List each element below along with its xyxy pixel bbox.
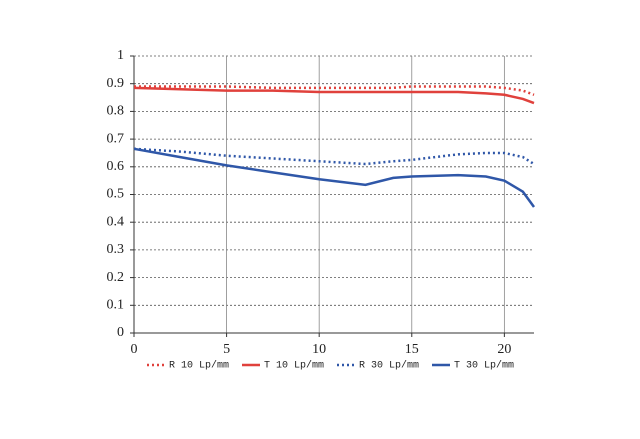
y-tick-label: 0.6 [107,159,125,174]
series-line [133,147,536,208]
legend-label: T 10 Lp/mm [264,360,324,372]
y-tick-label: 0.4 [107,214,125,229]
series-line [133,147,535,166]
x-tick-label: 15 [405,342,419,357]
y-tick-label: 0.3 [107,242,125,257]
y-tick-label: 0.1 [107,298,125,313]
legend-label: R 30 Lp/mm [359,360,419,372]
x-tick-label: 5 [223,342,230,357]
series-line [134,85,535,96]
legend-label: T 30 Lp/mm [454,360,514,372]
x-tick-label: 20 [497,342,511,357]
y-tick-label: 0.7 [107,131,125,146]
y-tick-label: 0.5 [107,187,125,202]
x-tick-label: 10 [312,342,326,357]
legend-label: R 10 Lp/mm [169,360,229,372]
series-line [133,86,535,105]
y-tick-label: 0 [117,325,124,340]
x-tick-label: 0 [131,342,138,357]
y-tick-label: 0.9 [107,76,125,91]
y-tick-label: 0.8 [107,104,125,119]
y-tick-label: 0.2 [107,270,125,285]
y-tick-label: 1 [117,48,124,63]
